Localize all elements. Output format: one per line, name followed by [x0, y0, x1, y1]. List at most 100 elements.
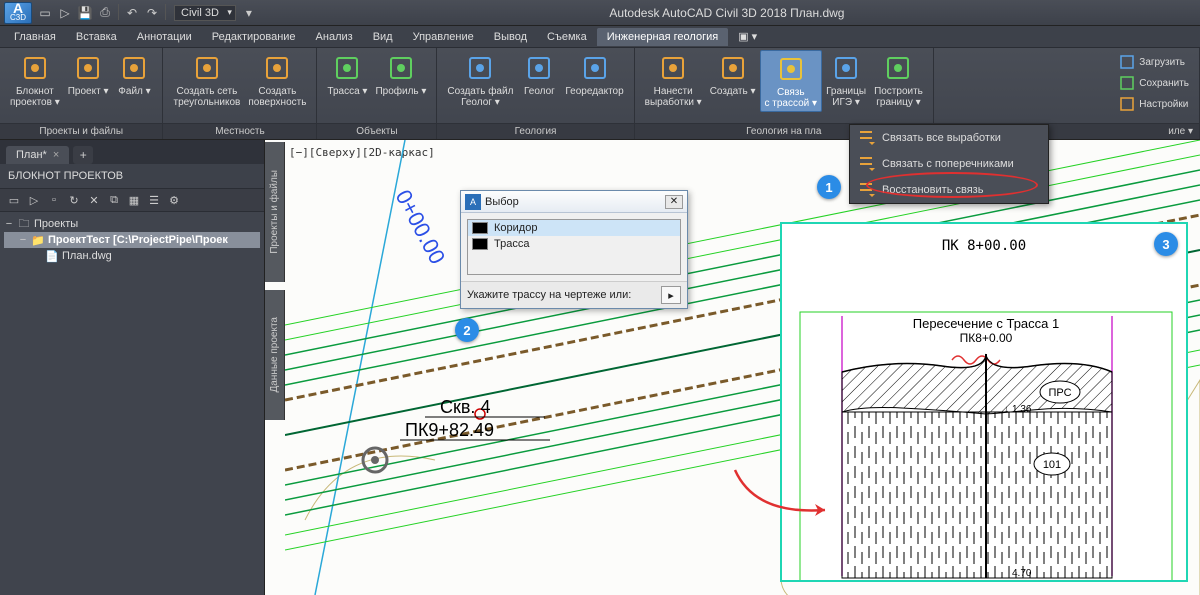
menu-geology[interactable]: Инженерная геология	[597, 28, 729, 46]
tb-gear-icon[interactable]: ⚙	[166, 192, 182, 208]
title-bar: AC3D ▭ ▷ 💾 ⎙ ↶ ↷ Civil 3D ▾ Autodesk Aut…	[0, 0, 1200, 26]
ribbon-align-button[interactable]: Трасса ▾	[323, 50, 371, 99]
save-icon[interactable]: 💾	[76, 4, 94, 22]
ribbon-create-button[interactable]: Создать ▾	[706, 50, 760, 99]
ribbon-project-button[interactable]: Проект ▾	[64, 50, 113, 99]
ribbon-save-button[interactable]: Сохранить	[1119, 73, 1189, 93]
redo-icon[interactable]: ↷	[143, 4, 161, 22]
dialog-footer: Укажите трассу на чертеже или: ▸	[461, 281, 687, 308]
callout-3: 3	[1154, 232, 1178, 256]
tb-list-icon[interactable]: ☰	[146, 192, 162, 208]
tree-project[interactable]: −📁 ПроектТест [C:\ProjectPipe\Проек	[4, 232, 260, 248]
create-icon	[717, 52, 749, 84]
side-tab-projects[interactable]: Проекты и файлы	[265, 142, 285, 282]
tree-root[interactable]: −🗀 Проекты	[4, 216, 260, 232]
restore-icon	[856, 180, 876, 200]
project-tree: −🗀 Проекты −📁 ПроектТест [C:\ProjectPipe…	[0, 212, 264, 268]
panel-toolbar: ▭ ▷ ▫ ↻ ✕ ⧉ ▦ ☰ ⚙	[0, 189, 264, 212]
menu-bar: Главная Вставка Аннотации Редактирование…	[0, 26, 1200, 48]
new-icon[interactable]: ▭	[36, 4, 54, 22]
tb-new-icon[interactable]: ▭	[6, 192, 22, 208]
side-tab-data[interactable]: Данные проекта	[265, 290, 285, 420]
ribbon-profile-button[interactable]: Профиль ▾	[371, 50, 430, 99]
ribbon-button-label: Проект ▾	[68, 86, 109, 97]
tb-grid-icon[interactable]: ▦	[126, 192, 142, 208]
tb-save-icon[interactable]: ▫	[46, 192, 62, 208]
menu-survey[interactable]: Съемка	[537, 28, 597, 46]
close-icon[interactable]: ×	[53, 149, 59, 161]
dialog-list-item[interactable]: Коридор	[468, 220, 680, 236]
ribbon-notebook-button[interactable]: Блокнот проектов ▾	[6, 50, 64, 110]
svg-text:ПРС: ПРС	[1048, 387, 1071, 399]
ribbon-panel-title: Геология	[437, 123, 633, 139]
menu-annot[interactable]: Аннотации	[127, 28, 202, 46]
ribbon-settings-button[interactable]: Настройки	[1119, 94, 1189, 114]
dropdown-item[interactable]: Восстановить связь	[850, 177, 1048, 203]
add-tab-button[interactable]: +	[73, 146, 93, 164]
ribbon-button-label: Файл ▾	[118, 86, 150, 97]
undo-icon[interactable]: ↶	[123, 4, 141, 22]
open-icon[interactable]: ▷	[56, 4, 74, 22]
tree-file[interactable]: 📄 План.dwg	[4, 248, 260, 264]
tree-root-label: Проекты	[34, 218, 78, 230]
tb-delete-icon[interactable]: ✕	[86, 192, 102, 208]
menu-main[interactable]: Главная	[4, 28, 66, 46]
ribbon-geoedit-button[interactable]: Георедактор	[561, 50, 627, 99]
document-tab[interactable]: План* ×	[6, 146, 69, 164]
ribbon-geofile-button[interactable]: Создать файл Геолог ▾	[443, 50, 517, 110]
ribbon-load-button[interactable]: Загрузить	[1119, 52, 1189, 72]
dialog-close-button[interactable]: ✕	[665, 195, 683, 209]
ribbon-build-button[interactable]: Построить границу ▾	[870, 50, 927, 110]
ribbon-link-button[interactable]: Связь с трассой ▾	[760, 50, 823, 112]
dialog-list-item[interactable]: Трасса	[468, 236, 680, 252]
color-swatch	[472, 222, 488, 234]
linkall-icon	[856, 128, 876, 148]
menu-extra-icon[interactable]: ▣ ▾	[728, 27, 767, 46]
app-logo[interactable]: AC3D	[4, 2, 32, 24]
callout-1: 1	[817, 175, 841, 199]
menu-output[interactable]: Вывод	[484, 28, 537, 46]
dialog-pick-button[interactable]: ▸	[661, 286, 681, 304]
ribbon-button-label: Нанести выработки ▾	[645, 86, 702, 108]
document-tabs: План* × +	[0, 140, 264, 164]
ribbon-button-label: Профиль ▾	[375, 86, 426, 97]
menu-analysis[interactable]: Анализ	[306, 28, 363, 46]
ribbon-dropdown: Связать все выработкиСвязать с поперечни…	[849, 124, 1049, 204]
dropdown-item[interactable]: Связать с поперечниками	[850, 151, 1048, 177]
ribbon-bounds-button[interactable]: Границы ИГЭ ▾	[822, 50, 870, 110]
tree-project-label: ПроектТест [C:\ProjectPipe\Проек	[48, 234, 228, 246]
menu-edit[interactable]: Редактирование	[202, 28, 306, 46]
surface-icon	[261, 52, 293, 84]
tree-file-label: План.dwg	[62, 250, 112, 262]
dialog-app-icon: A	[465, 194, 481, 210]
ribbon-file-button[interactable]: Файл ▾	[112, 50, 156, 99]
menu-view[interactable]: Вид	[363, 28, 403, 46]
print-icon[interactable]: ⎙	[96, 4, 114, 22]
tb-refresh-icon[interactable]: ↻	[66, 192, 82, 208]
svg-text:4.70: 4.70	[1012, 568, 1032, 579]
dialog-title: Выбор	[485, 196, 665, 208]
menu-manage[interactable]: Управление	[403, 28, 484, 46]
load-icon	[1119, 54, 1135, 70]
dialog-list[interactable]: КоридорТрасса	[467, 219, 681, 275]
ribbon-bore-button[interactable]: Нанести выработки ▾	[641, 50, 706, 110]
svg-text:Скв. 4: Скв. 4	[440, 397, 490, 417]
dropdown-item[interactable]: Связать все выработки	[850, 125, 1048, 151]
menu-insert[interactable]: Вставка	[66, 28, 127, 46]
ribbon-panel-title: Проекты и файлы	[0, 123, 162, 139]
dropdown-icon[interactable]: ▾	[240, 4, 258, 22]
geofile-icon	[464, 52, 496, 84]
ribbon-button-label: Построить границу ▾	[874, 86, 923, 108]
ribbon-surface-button[interactable]: Создать поверхность	[244, 50, 310, 110]
ribbon-tin-button[interactable]: Создать сеть треугольников	[169, 50, 244, 110]
ribbon-panel-title: Объекты	[317, 123, 436, 139]
dialog-titlebar[interactable]: A Выбор ✕	[461, 191, 687, 213]
tb-open-icon[interactable]: ▷	[26, 192, 42, 208]
tb-copy-icon[interactable]: ⧉	[106, 192, 122, 208]
dialog-footer-text: Укажите трассу на чертеже или:	[467, 289, 657, 301]
ribbon-button-label: Создать поверхность	[248, 86, 306, 108]
save-icon	[1119, 75, 1135, 91]
ribbon-geolog-button[interactable]: Геолог	[517, 50, 561, 99]
cross-section-inset: ПК 8+00.00 Пересечение с Трасса 1 ПК8+0.…	[780, 222, 1188, 582]
workspace-dropdown[interactable]: Civil 3D	[174, 5, 236, 21]
